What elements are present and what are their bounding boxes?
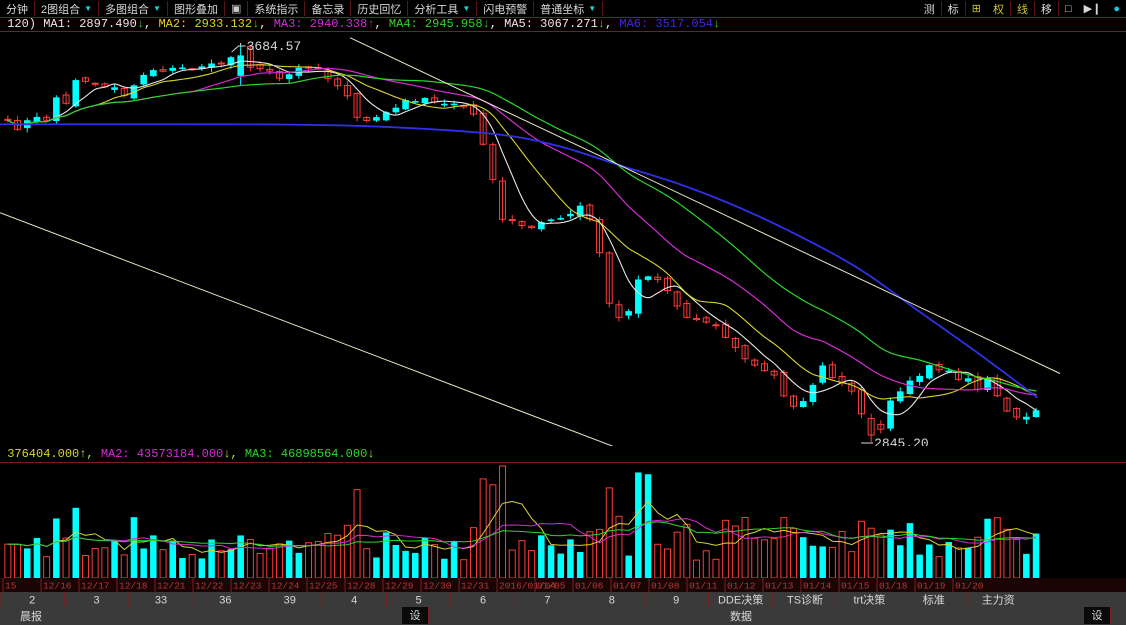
svg-text:01/12: 01/12 <box>727 581 756 592</box>
svg-text:标准: 标准 <box>923 593 945 607</box>
svg-text:trt决策: trt决策 <box>854 593 886 607</box>
svg-text:01/08: 01/08 <box>651 581 680 592</box>
svg-text:12/17: 12/17 <box>81 581 110 592</box>
svg-text:01/13: 01/13 <box>765 581 794 592</box>
svg-text:12/24: 12/24 <box>271 581 300 592</box>
svg-text:36: 36 <box>219 595 231 607</box>
svg-text:01/05: 01/05 <box>537 581 566 592</box>
svg-text:01/18: 01/18 <box>879 581 908 592</box>
svg-text:9: 9 <box>673 595 679 607</box>
svg-text:12/16: 12/16 <box>43 581 72 592</box>
svg-text:33: 33 <box>155 595 167 607</box>
svg-text:3: 3 <box>94 595 100 607</box>
svg-text:01/11: 01/11 <box>689 581 718 592</box>
svg-text:15: 15 <box>5 581 17 592</box>
svg-text:39: 39 <box>284 595 296 607</box>
svg-text:01/06: 01/06 <box>575 581 604 592</box>
svg-text:01/14: 01/14 <box>803 581 832 592</box>
svg-text:12/21: 12/21 <box>157 581 186 592</box>
svg-text:12/30: 12/30 <box>423 581 452 592</box>
svg-text:3684.57: 3684.57 <box>247 39 302 54</box>
svg-text:12/22: 12/22 <box>195 581 224 592</box>
svg-text:01/20: 01/20 <box>955 581 984 592</box>
svg-text:12/25: 12/25 <box>309 581 338 592</box>
svg-text:12/28: 12/28 <box>347 581 376 592</box>
svg-text:8: 8 <box>609 595 615 607</box>
svg-text:12/18: 12/18 <box>119 581 148 592</box>
svg-text:7: 7 <box>544 595 550 607</box>
svg-text:12/29: 12/29 <box>385 581 414 592</box>
svg-text:01/15: 01/15 <box>841 581 870 592</box>
svg-text:01/19: 01/19 <box>917 581 946 592</box>
svg-text:12/23: 12/23 <box>233 581 262 592</box>
svg-text:4: 4 <box>351 595 357 607</box>
svg-text:5: 5 <box>416 595 422 607</box>
svg-text:主力资: 主力资 <box>982 594 1015 607</box>
svg-text:01/07: 01/07 <box>613 581 642 592</box>
svg-text:2: 2 <box>29 595 35 607</box>
svg-text:6: 6 <box>480 595 486 607</box>
svg-text:DDE决策: DDE决策 <box>718 593 763 607</box>
svg-text:12/31: 12/31 <box>461 581 490 592</box>
svg-text:TS诊断: TS诊断 <box>787 593 823 607</box>
svg-text:2845.20: 2845.20 <box>874 436 929 446</box>
